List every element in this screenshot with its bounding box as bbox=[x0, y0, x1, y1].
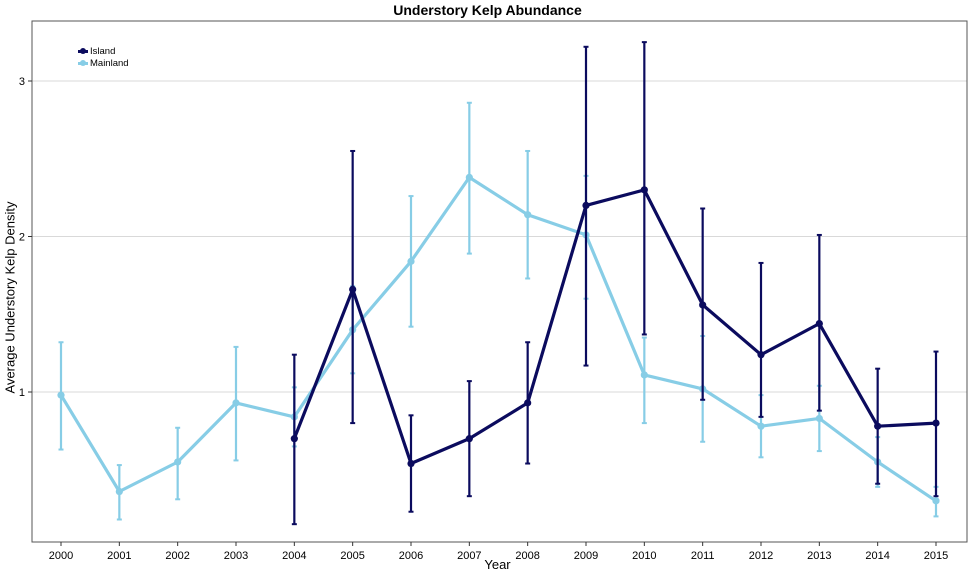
x-tick-label: 2012 bbox=[749, 550, 773, 562]
series-line-island bbox=[292, 188, 937, 466]
x-tick-label: 2013 bbox=[807, 550, 831, 562]
data-point-mainland bbox=[57, 391, 65, 399]
data-point-mainland bbox=[465, 173, 473, 182]
data-point-island bbox=[815, 319, 823, 328]
x-tick-label: 2011 bbox=[691, 550, 715, 562]
x-tick-label: 2005 bbox=[340, 550, 364, 562]
data-point-mainland bbox=[232, 399, 240, 407]
legend-label-mainland: Mainland bbox=[90, 57, 129, 69]
legend-label-island: Island bbox=[90, 45, 116, 57]
data-point-mainland bbox=[757, 422, 765, 430]
data-point-island bbox=[524, 399, 532, 407]
data-point-island bbox=[349, 285, 357, 293]
data-point-mainland bbox=[815, 414, 823, 423]
data-point-island bbox=[290, 435, 298, 443]
data-point-island bbox=[757, 351, 765, 359]
data-point-island bbox=[465, 435, 473, 443]
data-point-mainland bbox=[640, 371, 648, 379]
plot-border bbox=[31, 20, 968, 543]
x-tick-label: 2000 bbox=[49, 550, 73, 562]
x-tick-label: 2015 bbox=[924, 550, 948, 562]
data-point-island bbox=[874, 422, 882, 430]
data-point-mainland bbox=[174, 458, 182, 466]
legend-swatch-island bbox=[78, 47, 88, 54]
y-tick-label: 1 bbox=[19, 387, 25, 399]
series-line-mainland bbox=[59, 175, 937, 503]
x-tick-label: 2001 bbox=[107, 550, 131, 562]
x-tick-label: 2009 bbox=[574, 550, 598, 562]
data-point-mainland bbox=[407, 257, 415, 265]
legend-swatch-mainland bbox=[78, 59, 88, 66]
x-tick-label: 2004 bbox=[282, 550, 306, 562]
y-tick-label: 2 bbox=[19, 232, 25, 244]
x-tick-label: 2003 bbox=[224, 550, 248, 562]
data-point-mainland bbox=[932, 497, 940, 505]
x-axis-label: Year bbox=[484, 557, 511, 572]
x-tick-label: 2006 bbox=[399, 550, 423, 562]
x-tick-label: 2008 bbox=[515, 550, 539, 562]
data-point-mainland bbox=[115, 487, 123, 496]
data-point-mainland bbox=[524, 211, 532, 219]
x-tick-label: 2010 bbox=[632, 550, 656, 562]
data-point-island bbox=[699, 301, 707, 309]
legend: Island Mainland bbox=[78, 45, 129, 69]
x-tick-label: 2007 bbox=[457, 550, 481, 562]
x-tick-label: 2002 bbox=[165, 550, 189, 562]
data-point-island bbox=[407, 459, 415, 468]
y-axis-label: Average Understory Kelp Density bbox=[2, 201, 18, 394]
legend-item-island: Island bbox=[78, 45, 129, 57]
data-point-island bbox=[582, 201, 590, 209]
x-tick-label: 2014 bbox=[865, 550, 889, 562]
legend-item-mainland: Mainland bbox=[78, 57, 129, 69]
chart-title: Understory Kelp Abundance bbox=[393, 2, 582, 18]
data-point-island bbox=[932, 419, 940, 427]
y-tick-label: 3 bbox=[19, 76, 25, 88]
data-point-island bbox=[640, 186, 648, 194]
